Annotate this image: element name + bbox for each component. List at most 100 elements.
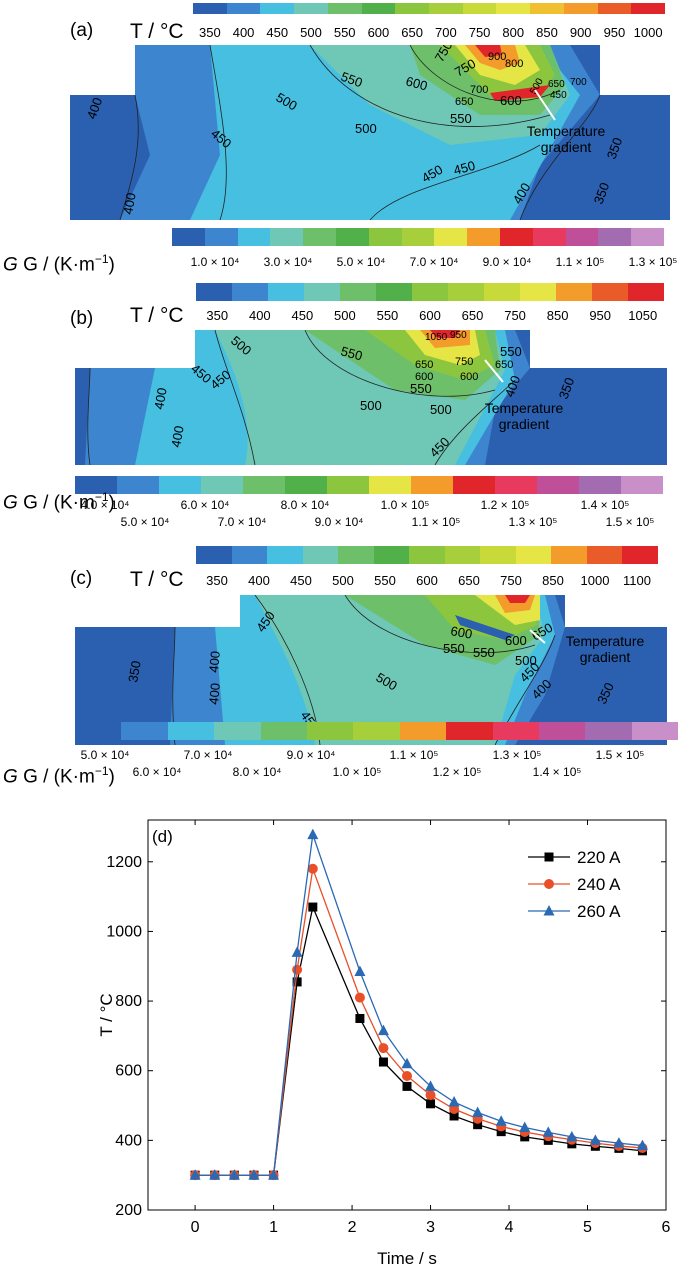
data-point <box>426 1099 436 1109</box>
x-tick-label: 6 <box>662 1219 671 1236</box>
colorbar-segment <box>520 283 556 301</box>
data-point <box>425 1080 437 1091</box>
colorbar-segment <box>532 228 566 246</box>
colorbar-segment <box>480 546 516 564</box>
data-point <box>308 902 318 912</box>
colorbar-segment <box>260 3 295 14</box>
data-point <box>228 1169 240 1180</box>
colorbar-segment <box>226 3 261 14</box>
colorbar-segment <box>361 3 396 14</box>
contour-label: 400 <box>502 374 524 400</box>
data-point <box>248 1169 260 1180</box>
data-point <box>268 1169 280 1180</box>
contour-label: 950 <box>450 330 467 341</box>
contour-map: 450 450 500 400 400 550 1050 950 650 600… <box>75 330 667 465</box>
data-point <box>189 1169 201 1180</box>
temperature-tick: 400 <box>248 308 271 323</box>
temperature-caption: T / °C <box>130 20 184 43</box>
colorbar-segment <box>631 228 664 246</box>
panel-b: (b) T / °C 350 400 450 500 550 600 650 750 850 95… <box>0 280 700 529</box>
data-point <box>495 1115 507 1126</box>
colorbar-segment <box>196 283 232 301</box>
gradient-tick: 1.5 × 10⁵ <box>605 515 655 529</box>
contour-label: 450 <box>550 90 567 101</box>
data-point <box>291 946 303 957</box>
series-line <box>195 868 643 1176</box>
temperature-caption: T / °C <box>130 568 184 591</box>
colorbar-segment <box>243 476 285 494</box>
temperature-tick: 350 <box>206 308 229 323</box>
temperature-tick: 750 <box>468 25 491 40</box>
temperature-colorbar <box>193 3 666 14</box>
colorbar-segment <box>556 283 592 301</box>
contour-label: 400 <box>84 96 106 122</box>
colorbar-segment <box>237 228 271 246</box>
colorbar-segment <box>368 228 402 246</box>
gradient-tick: 3.0 × 10⁴ <box>263 255 313 269</box>
data-point <box>425 1090 436 1101</box>
gradient-caption-sup: −1 <box>94 764 109 778</box>
data-point <box>402 1081 412 1091</box>
temperature-tick: 650 <box>461 308 484 323</box>
colorbar-segment <box>294 3 328 14</box>
contour-label: 650 <box>415 359 433 371</box>
data-point <box>307 863 318 874</box>
temperature-tick: 450 <box>290 573 312 588</box>
data-point <box>401 1057 413 1069</box>
temperature-tick: 650 <box>401 25 423 40</box>
data-point <box>209 1169 221 1180</box>
data-point <box>292 964 303 975</box>
y-tick-label: 1000 <box>106 923 142 940</box>
gradient-tick: 1.3 × 10⁵ <box>492 748 542 762</box>
contour-label: 350 <box>556 376 578 402</box>
temperature-tick: 500 <box>332 573 354 588</box>
contour-label: 650 <box>455 96 473 108</box>
y-tick-label: 400 <box>115 1132 142 1149</box>
contour-label: 750 <box>455 356 473 368</box>
colorbar-segment <box>232 283 268 301</box>
temperature-tick: 600 <box>416 573 438 588</box>
temperature-tick: 500 <box>300 25 322 40</box>
temperature-colorbar <box>196 283 664 301</box>
temperature-tick: 600 <box>419 308 441 323</box>
legend: 220 A 240 A 260 A <box>528 848 621 921</box>
temperature-colorbar <box>196 546 658 564</box>
x-tick-label: 5 <box>583 1219 592 1236</box>
data-point <box>377 1024 389 1036</box>
gradient-caption-tail: ) <box>108 254 115 276</box>
gradient-ticks: 1.0 × 10⁴ 3.0 × 10⁴ 5.0 × 10⁴ 7.0 × 10⁴ 9.0 … <box>180 252 678 282</box>
y-tick-label: 1200 <box>106 854 142 871</box>
gradient-tick: 7.0 × 10⁴ <box>217 515 267 529</box>
plot-frame <box>147 819 667 1211</box>
gradient-caption-sup: −1 <box>94 252 109 266</box>
panel-c: (c) T / °C 350 400 450 500 550 600 650 750 850 10… <box>0 540 700 790</box>
gradient-tick: 1.1 × 10⁵ <box>555 255 605 269</box>
data-point <box>613 1137 625 1148</box>
y-tick-label: 800 <box>115 993 142 1010</box>
gradient-tick: 6.0 × 10⁴ <box>180 498 230 512</box>
gradient-caption-tail: ) <box>108 766 115 788</box>
colorbar-segment <box>538 722 586 740</box>
colorbar-segment <box>369 476 411 494</box>
data-point <box>589 1134 601 1145</box>
colorbar-segment <box>204 228 238 246</box>
temperature-tick: 500 <box>334 308 356 323</box>
colorbar-segment <box>530 3 564 14</box>
colorbar-segment <box>75 722 122 740</box>
series-line <box>195 834 643 1176</box>
colorbar-segment <box>340 283 376 301</box>
data-point <box>307 828 319 840</box>
gradient-tick: 5.0 × 10⁴ <box>120 515 170 529</box>
temperature-ticks: 350 400 450 500 550 600 650 700 750 800 850 900 950 1… <box>193 25 665 41</box>
colorbar-segment <box>499 228 533 246</box>
colorbar-segment <box>285 476 327 494</box>
colorbar-segment <box>304 283 340 301</box>
colorbar-segment <box>395 3 430 14</box>
colorbar-segment <box>515 546 552 564</box>
contour-label: 400 <box>206 650 223 673</box>
data-point <box>542 1126 554 1137</box>
gradient-tick: 7.0 × 10⁴ <box>183 748 233 762</box>
temperature-ticks: 350 400 450 500 550 600 650 750 850 950 1050 <box>196 308 664 324</box>
contour-label: 550 <box>339 343 364 363</box>
colorbar-segment <box>496 3 531 14</box>
